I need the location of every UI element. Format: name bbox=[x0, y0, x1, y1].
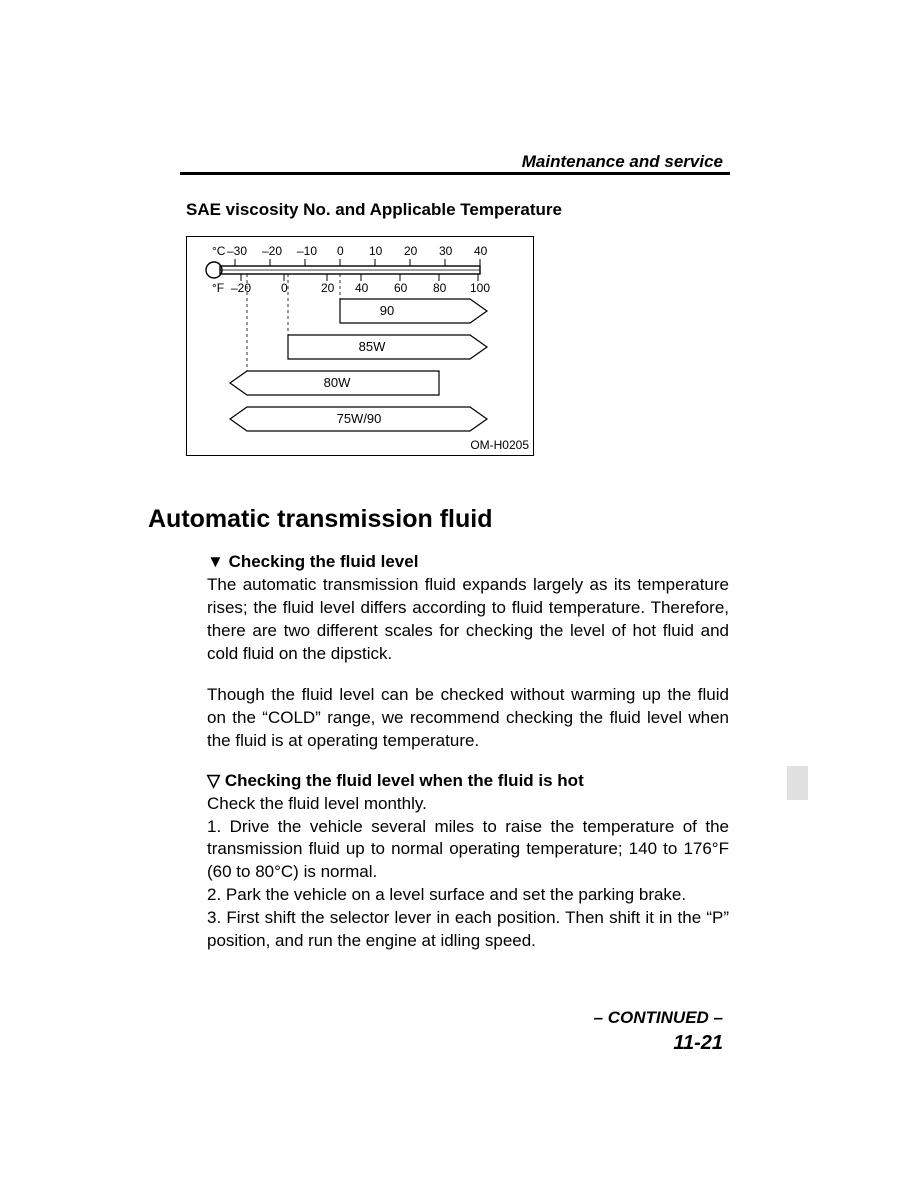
subheading-checking-level: ▼ Checking the fluid level bbox=[207, 552, 729, 572]
subheading-text-2: Checking the fluid level when the fluid … bbox=[225, 771, 584, 790]
f-label: °F bbox=[212, 281, 224, 295]
viscosity-chart: °C °F –30 –20 –10 0 10 20 30 40 –20 0 20… bbox=[186, 236, 534, 456]
c-tick-3: 0 bbox=[337, 244, 344, 258]
f-tick-4: 60 bbox=[394, 281, 408, 295]
step-2: 2. Park the vehicle on a level surface a… bbox=[207, 884, 729, 907]
marker-open-triangle: ▽ bbox=[207, 771, 220, 790]
bar-label-90: 90 bbox=[380, 303, 394, 318]
marker-filled-triangle: ▼ bbox=[207, 552, 224, 571]
f-tick-6: 100 bbox=[470, 281, 490, 295]
c-tick-7: 40 bbox=[474, 244, 488, 258]
top-rule bbox=[180, 172, 730, 175]
chart-ref: OM-H0205 bbox=[470, 438, 529, 452]
para-check-hot-lead: Check the fluid level monthly. bbox=[207, 793, 729, 816]
c-tick-1: –20 bbox=[262, 244, 282, 258]
f-tick-5: 80 bbox=[433, 281, 447, 295]
f-tick-2: 20 bbox=[321, 281, 335, 295]
f-tick-0: –20 bbox=[231, 281, 251, 295]
c-tick-6: 30 bbox=[439, 244, 453, 258]
c-label: °C bbox=[212, 244, 226, 258]
c-tick-4: 10 bbox=[369, 244, 383, 258]
bar-label-85w: 85W bbox=[359, 339, 386, 354]
sae-chart-title: SAE viscosity No. and Applicable Tempera… bbox=[186, 200, 562, 220]
step-1: 1. Drive the vehicle several miles to ra… bbox=[207, 816, 729, 885]
f-tick-3: 40 bbox=[355, 281, 369, 295]
page-number: 11-21 bbox=[673, 1032, 723, 1055]
running-head: Maintenance and service bbox=[522, 152, 723, 172]
section-heading: Automatic transmission fluid bbox=[148, 505, 492, 534]
c-tick-2: –10 bbox=[297, 244, 317, 258]
step-3: 3. First shift the selector lever in eac… bbox=[207, 907, 729, 953]
bar-label-80w: 80W bbox=[324, 375, 351, 390]
side-tab bbox=[787, 766, 808, 800]
c-tick-5: 20 bbox=[404, 244, 418, 258]
para-check-level-1: The automatic transmission fluid expands… bbox=[207, 574, 729, 666]
subheading-text-1: Checking the fluid level bbox=[229, 552, 419, 571]
f-tick-1: 0 bbox=[281, 281, 288, 295]
subheading-checking-hot: ▽ Checking the fluid level when the flui… bbox=[207, 771, 729, 791]
continued-label: – CONTINUED – bbox=[594, 1008, 723, 1028]
para-check-level-2: Though the fluid level can be checked wi… bbox=[207, 684, 729, 753]
viscosity-chart-svg: °C °F –30 –20 –10 0 10 20 30 40 –20 0 20… bbox=[187, 237, 533, 455]
manual-page: Maintenance and service SAE viscosity No… bbox=[0, 0, 908, 1200]
body-column: ▼ Checking the fluid level The automatic… bbox=[207, 552, 729, 953]
c-tick-0: –30 bbox=[227, 244, 247, 258]
bar-label-75w90: 75W/90 bbox=[337, 411, 382, 426]
